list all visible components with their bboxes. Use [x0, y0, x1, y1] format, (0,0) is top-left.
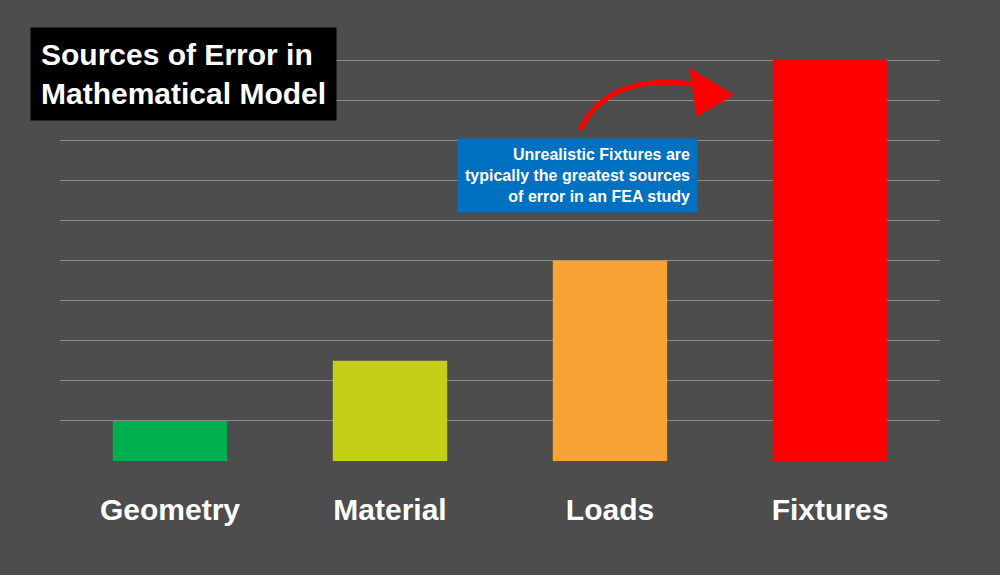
- svg-text:Unrealistic Fixtures aretypica: Unrealistic Fixtures aretypically the gr…: [465, 146, 690, 205]
- svg-text:Sources of Error inMathematica: Sources of Error inMathematical Model: [41, 38, 326, 110]
- svg-text:Material: Material: [333, 493, 446, 526]
- svg-text:Fixtures: Fixtures: [772, 493, 889, 526]
- svg-text:Loads: Loads: [566, 493, 654, 526]
- svg-text:Geometry: Geometry: [100, 493, 240, 526]
